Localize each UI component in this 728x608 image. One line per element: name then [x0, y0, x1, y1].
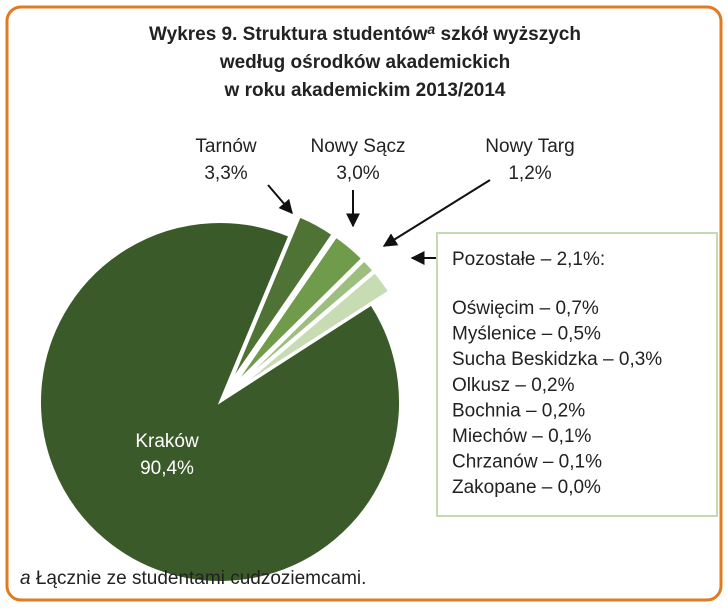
slice-label: Nowy Targ [485, 136, 574, 157]
others-separator: – [537, 477, 558, 498]
others-name: Bochnia [452, 400, 521, 421]
others-box [436, 232, 718, 517]
others-name: Olkusz [452, 375, 510, 396]
others-item: Olkusz – 0,2% [452, 375, 575, 396]
others-item: Oświęcim – 0,7% [452, 298, 599, 319]
title-superscript: a [427, 21, 435, 37]
others-value: 0,2% [531, 375, 574, 396]
others-value: 0,5% [558, 324, 601, 345]
title-part: szkół wyższych [435, 24, 581, 45]
others-item: Myślenice – 0,5% [452, 324, 601, 345]
others-name: Myślenice [452, 324, 536, 345]
pie-slice [229, 215, 334, 384]
others-separator: – [598, 349, 619, 370]
others-item: Miechów – 0,1% [452, 426, 592, 447]
footnote-text: Łącznie ze studentami cudzoziemcami. [31, 568, 367, 589]
others-heading-part: 2,1%: [557, 249, 606, 270]
others-separator: – [534, 298, 555, 319]
others-item: Chrzanów – 0,1% [452, 452, 602, 473]
others-separator: – [521, 400, 542, 421]
chart-title: według ośrodków akademickich [219, 52, 510, 73]
others-value: 0,0% [558, 477, 601, 498]
slice-value-label: 90,4% [140, 458, 194, 479]
pie-slice [235, 259, 375, 388]
others-heading-part: – [535, 249, 556, 270]
arrow [382, 179, 491, 247]
others-name: Chrzanów [452, 452, 538, 473]
slice-label: Nowy Sącz [310, 136, 405, 157]
others-item: Bochnia – 0,2% [452, 400, 585, 421]
footnote: a Łącznie ze studentami cudzoziemcami. [20, 568, 366, 589]
others-separator: – [536, 324, 557, 345]
others-name: Zakopane [452, 477, 537, 498]
others-separator: – [510, 375, 531, 396]
footnote-marker: a [20, 568, 31, 589]
chart-title: Wykres 9. Struktura studentówa szkół wyż… [149, 21, 581, 45]
others-separator: – [538, 452, 559, 473]
slice-value-label: 3,0% [336, 163, 379, 184]
pie-slice [233, 235, 364, 386]
slice-value-label: 3,3% [204, 163, 247, 184]
others-heading-part: Pozostałe [452, 249, 535, 270]
others-value: 0,1% [548, 426, 591, 447]
slice-value-label: 1,2% [508, 163, 551, 184]
others-value: 0,2% [542, 400, 585, 421]
others-heading: Pozostałe – 2,1%: [452, 249, 605, 270]
arrow [267, 184, 293, 215]
others-item: Sucha Beskidzka – 0,3% [452, 349, 662, 370]
slice-label: Kraków [135, 431, 199, 452]
others-value: 0,1% [559, 452, 602, 473]
others-name: Sucha Beskidzka [452, 349, 598, 370]
others-name: Oświęcim [452, 298, 534, 319]
chart-title: w roku akademickim 2013/2014 [224, 80, 506, 101]
others-value: 0,3% [619, 349, 662, 370]
pie-slice [237, 270, 391, 390]
pie [39, 215, 401, 583]
others-name: Miechów [452, 426, 527, 447]
others-value: 0,7% [555, 298, 598, 319]
others-item: Zakopane – 0,0% [452, 477, 601, 498]
slice-label: Tarnów [195, 136, 257, 157]
title-part: Wykres 9. Struktura studentów [149, 24, 428, 45]
pie-slice [39, 221, 401, 583]
others-separator: – [527, 426, 548, 447]
